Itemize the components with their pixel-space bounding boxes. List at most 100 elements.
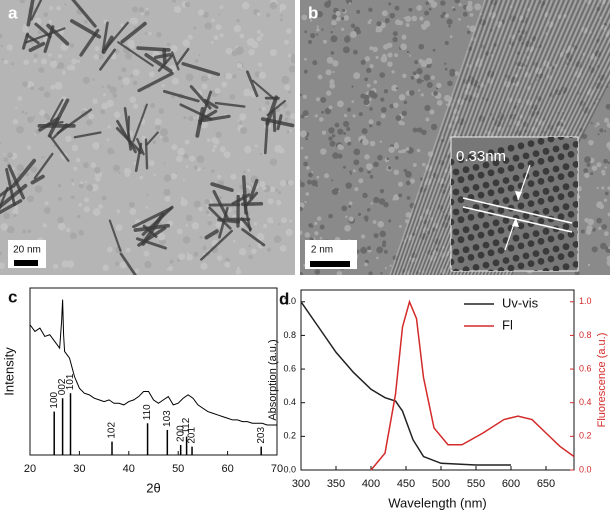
speckle <box>303 161 309 167</box>
speckle <box>423 74 431 81</box>
speckle <box>349 170 352 174</box>
speckle <box>127 167 130 170</box>
speckle <box>342 120 350 128</box>
lattice-dot <box>562 263 570 271</box>
speckle <box>235 268 242 275</box>
nanorod <box>245 70 259 98</box>
speckle <box>607 212 610 217</box>
speckle <box>101 85 104 88</box>
panel-label: d <box>279 289 289 308</box>
speckle <box>379 72 386 78</box>
nanorod <box>11 158 37 188</box>
speckle <box>316 28 320 32</box>
y2-tick-label: 1.0 <box>579 296 592 306</box>
speckle <box>440 14 445 19</box>
lattice-dot <box>562 223 570 231</box>
lattice-dot <box>567 151 575 158</box>
lattice-dot <box>532 190 540 198</box>
speckle <box>449 71 456 77</box>
speckle <box>10 62 15 66</box>
nanorod <box>104 21 129 51</box>
speckle <box>54 81 63 90</box>
nanorod <box>33 152 54 180</box>
lattice-dot <box>507 244 515 252</box>
speckle <box>363 98 370 106</box>
speckle <box>466 25 470 28</box>
speckle <box>215 131 222 138</box>
speckle <box>364 154 370 160</box>
texture-a <box>0 0 295 275</box>
lattice-dot <box>557 213 565 221</box>
speckle <box>380 55 388 63</box>
nanorod <box>214 101 246 108</box>
speckle <box>314 269 321 275</box>
nanorod <box>28 41 46 53</box>
speckle <box>343 131 347 135</box>
nanorod <box>46 23 70 46</box>
speckle <box>145 14 148 17</box>
nanorod <box>79 28 100 57</box>
speckle <box>405 180 411 186</box>
speckle <box>384 17 390 23</box>
lattice-dot <box>452 228 460 236</box>
speckle <box>314 114 318 118</box>
speckle <box>154 118 162 126</box>
speckle <box>256 36 262 42</box>
speckle <box>170 45 178 53</box>
speckle <box>449 35 453 39</box>
speckle <box>145 7 149 11</box>
speckle <box>398 193 403 198</box>
speckle <box>600 242 607 250</box>
speckle <box>269 49 277 57</box>
speckle <box>6 44 14 51</box>
speckle <box>393 169 400 176</box>
speckle <box>345 215 348 219</box>
speckle <box>337 144 343 150</box>
speckle <box>219 146 226 153</box>
speckle <box>267 217 273 223</box>
data-line <box>29 299 277 426</box>
speckle <box>57 54 63 59</box>
speckle <box>319 117 324 122</box>
speckle <box>287 53 292 58</box>
speckle <box>17 96 23 101</box>
y2-tick-label: 0.8 <box>579 330 592 340</box>
speckle <box>411 15 418 22</box>
speckle <box>395 115 402 121</box>
speckle <box>364 56 370 62</box>
lattice-dot <box>557 153 565 161</box>
speckle <box>58 7 62 11</box>
speckle <box>353 72 361 80</box>
lattice-dot <box>477 251 485 259</box>
speckle <box>200 120 208 129</box>
speckle <box>7 152 13 158</box>
speckle <box>43 91 51 98</box>
lattice-dot <box>577 170 578 174</box>
speckle <box>66 65 72 71</box>
speckle <box>16 125 24 134</box>
speckle <box>76 59 81 63</box>
speckle <box>410 75 415 80</box>
speckle <box>591 227 596 232</box>
speckle <box>273 235 282 244</box>
speckle <box>343 113 348 118</box>
speckle <box>23 59 30 66</box>
speckle <box>282 102 288 108</box>
speckle <box>198 54 201 57</box>
y2-tick-label: 0.4 <box>579 397 592 407</box>
lattice-dot <box>522 252 530 260</box>
lattice-dot <box>482 181 490 189</box>
speckle <box>279 245 287 252</box>
speckle <box>307 39 313 45</box>
lattice-dot <box>572 181 578 188</box>
speckle <box>170 172 178 180</box>
speckle <box>109 86 117 94</box>
speckle <box>380 106 387 113</box>
speckle <box>112 164 120 172</box>
speckle <box>229 94 236 100</box>
speckle <box>34 185 43 193</box>
speckle <box>357 30 361 34</box>
speckle <box>221 81 228 88</box>
lattice-dot <box>568 137 574 138</box>
speckle <box>305 137 309 141</box>
